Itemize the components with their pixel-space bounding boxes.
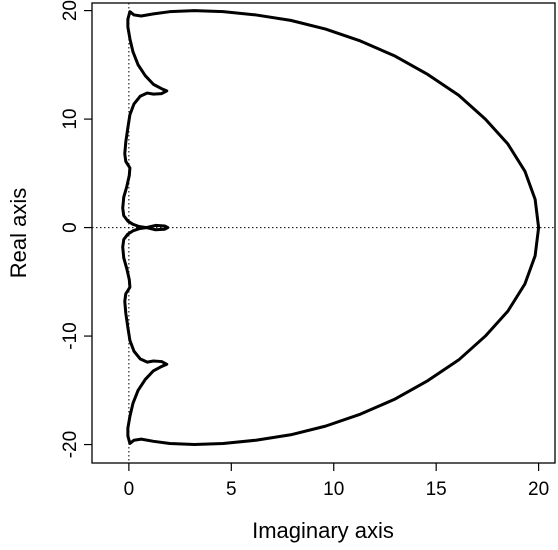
plot-frame — [91, 2, 556, 464]
y-tick-label: 0 — [60, 222, 81, 233]
x-tick-label: 10 — [323, 479, 344, 500]
x-axis-title: Imaginary axis — [252, 518, 394, 543]
x-tick-label: 20 — [528, 479, 549, 500]
x-axis: 0 5 10 15 20 — [124, 463, 549, 500]
y-axis: -20 -10 0 10 20 — [60, 0, 92, 458]
y-tick-label: -10 — [60, 322, 81, 349]
series-line-1 — [121, 9, 541, 447]
y-axis-title: Real axis — [6, 188, 31, 278]
x-tick-label: 15 — [426, 479, 447, 500]
y-tick-label: 20 — [60, 0, 81, 21]
reference-lines — [92, 3, 555, 463]
x-tick-label: 0 — [124, 479, 135, 500]
y-tick-label: -20 — [60, 431, 81, 458]
y-tick-label: 10 — [60, 109, 81, 130]
x-tick-label: 5 — [226, 479, 237, 500]
data-layer — [121, 9, 541, 447]
